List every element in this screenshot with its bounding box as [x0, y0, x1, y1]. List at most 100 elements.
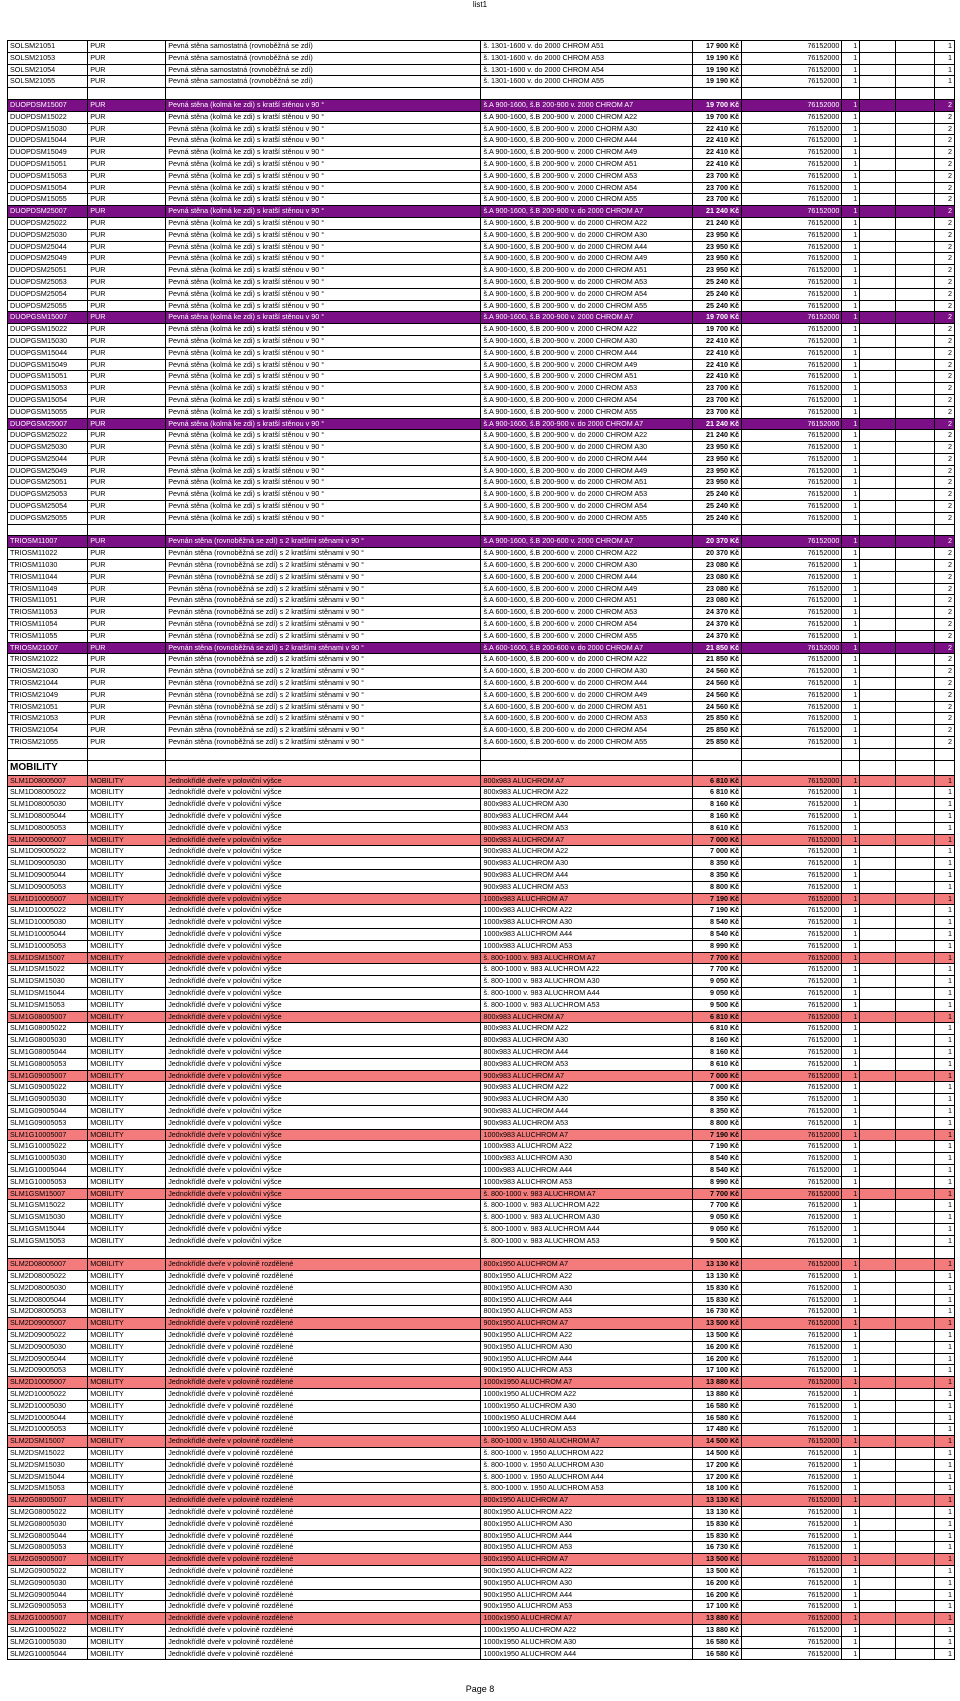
table-row: DUOPDSM25049 PUR Pevná stěna (kolmá ke zdi… [6, 252, 956, 266]
empty-cell [859, 157, 896, 171]
empty-cell [894, 798, 935, 811]
empty-cell [894, 939, 935, 953]
empty-cell [894, 500, 935, 513]
customs-code-cell: 76152000 [741, 122, 843, 136]
empty-cell [894, 857, 935, 870]
price-cell: 16 580 Kč [692, 1647, 743, 1661]
empty-cell [87, 87, 167, 100]
dimensions-cell: š.A 900-1600, š.B 200-600 v. 2000 CHROM … [480, 535, 694, 549]
empty-cell [859, 1187, 896, 1201]
table-row: TRIOSM21055 PUR Pevnán stěna (rovnoběžná s… [6, 736, 956, 749]
table-row: DUOPDSM25007 PUR Pevná stěna (kolmá ke zdi… [6, 205, 956, 218]
customs-code-cell: 76152000 [741, 677, 843, 690]
dimensions-cell: š. 800-1000 v. 983 ALUCHROM A7 [480, 1187, 694, 1201]
quantity-cell: 1 [841, 963, 861, 977]
customs-code-cell: 76152000 [741, 1399, 843, 1413]
empty-cell [6, 523, 89, 537]
empty-cell [859, 205, 896, 218]
product-group-cell: MOBILITY [87, 1399, 167, 1413]
product-group-cell: MOBILITY [87, 1458, 167, 1472]
dimensions-cell: š.A 600-1600, š.B 200-600 v. 2000 CHROM … [480, 594, 694, 608]
package-count-cell: 1 [933, 1057, 956, 1071]
product-code-cell: DUOPGSM15022 [6, 323, 89, 336]
table-row: DUOPGSM25054 PUR Pevná stěna (kolmá ke zdi… [6, 500, 956, 513]
section-heading: MOBILITY [6, 759, 89, 776]
product-code-cell: SLM1G08005044 [6, 1045, 89, 1059]
quantity-cell: 1 [841, 1435, 861, 1449]
customs-code-cell: 76152000 [741, 1588, 843, 1602]
empty-cell [841, 523, 861, 537]
dimensions-cell: š.A 900-1600, š.B 200-900 v. 2000 CHROM … [480, 358, 694, 372]
product-group-cell: PUR [87, 677, 167, 690]
product-group-cell: PUR [87, 134, 167, 148]
empty-cell [859, 181, 896, 195]
quantity-cell: 1 [841, 1399, 861, 1413]
empty-cell [859, 1600, 896, 1614]
price-cell: 22 410 Kč [692, 122, 743, 136]
table-row: SLM2D09005030 MOBILITY Jednokřídlé dveře v… [6, 1340, 956, 1354]
dimensions-cell: š.A 900-1600, š.B 200-900 v. 2000 CHROM … [480, 110, 694, 124]
dimensions-cell: 800x1950 ALUCHROM A22 [480, 1506, 694, 1519]
quantity-cell: 1 [841, 1470, 861, 1484]
table-row: DUOPDSM25030 PUR Pevná stěna (kolmá ke zdi… [6, 228, 956, 242]
customs-code-cell: 76152000 [741, 774, 843, 788]
dimensions-cell: š. 800-1000 v. 1950 ALUCHROM A53 [480, 1482, 694, 1496]
package-count-cell: 2 [933, 653, 956, 667]
package-count-cell: 2 [933, 712, 956, 726]
package-count-cell: 2 [933, 677, 956, 690]
package-count-cell: 1 [933, 1128, 956, 1142]
customs-code-cell: 76152000 [741, 1647, 843, 1661]
description-cell: Jednokřídlé dveře v poloviční výšce [165, 904, 482, 918]
product-group-cell: PUR [87, 688, 167, 702]
empty-cell [859, 747, 896, 761]
dimensions-cell: 1000x983 ALUCHROM A30 [480, 916, 694, 929]
description-cell: Jednokřídlé dveře v poloviční výšce [165, 975, 482, 988]
dimensions-cell: š.A 900-1600, š.B 200-900 v. do 2000 CHR… [480, 299, 694, 313]
empty-cell [480, 759, 694, 776]
description-cell: Pevná stěna (kolmá ke zdi) s kratší stěn… [165, 405, 482, 419]
empty-cell [859, 629, 896, 643]
empty-cell [894, 582, 935, 596]
empty-cell [859, 594, 896, 608]
table-row: SLM1G08005053 MOBILITY Jednokřídlé dveře v… [6, 1057, 956, 1071]
dimensions-cell: 800x983 ALUCHROM A53 [480, 821, 694, 835]
dimensions-cell: š.A 900-1600, š.B 200-900 v. do 2000 CHR… [480, 417, 694, 431]
price-cell: 13 130 Kč [692, 1270, 743, 1283]
package-count-cell: 1 [933, 1635, 956, 1649]
dimensions-cell: š. 800-1000 v. 983 ALUCHROM A30 [480, 975, 694, 988]
product-code-cell: TRIOSM11054 [6, 618, 89, 631]
empty-cell [859, 998, 896, 1012]
empty-cell [859, 845, 896, 859]
customs-code-cell: 76152000 [741, 1612, 843, 1625]
empty-cell [692, 523, 743, 537]
table-row: TRIOSM21044 PUR Pevnán stěna (rovnoběžná s… [6, 677, 956, 690]
customs-code-cell: 76152000 [741, 1010, 843, 1024]
table-row: SLM1G09005044 MOBILITY Jednokřídlé dveře v… [6, 1104, 956, 1118]
product-code-cell: SLM1D09005007 [6, 833, 89, 847]
empty-cell [894, 1340, 935, 1354]
customs-code-cell: 76152000 [741, 1517, 843, 1531]
dimensions-cell: š.A 900-1600, š.B 200-900 v. do 2000 CHR… [480, 275, 694, 289]
quantity-cell: 1 [841, 1352, 861, 1366]
table-row: DUOPDSM25055 PUR Pevná stěna (kolmá ke zdi… [6, 299, 956, 313]
dimensions-cell: 900x1950 ALUCHROM A22 [480, 1565, 694, 1578]
price-cell: 13 500 Kč [692, 1317, 743, 1331]
table-row: DUOPGSM15053 PUR Pevná stěna (kolmá ke zdi… [6, 382, 956, 395]
empty-cell [859, 1317, 896, 1331]
price-cell: 17 200 Kč [692, 1458, 743, 1472]
description-cell: Jednokřídlé dveře v polovině rozdělené [165, 1470, 482, 1484]
customs-code-cell: 76152000 [741, 986, 843, 1000]
product-group-cell: PUR [87, 665, 167, 679]
package-count-cell: 1 [933, 1187, 956, 1201]
price-cell: 23 700 Kč [692, 382, 743, 395]
quantity-cell: 1 [841, 786, 861, 800]
dimensions-cell: š. 800-1000 v. 983 ALUCHROM A44 [480, 1222, 694, 1236]
package-count-cell: 2 [933, 323, 956, 336]
quantity-cell: 1 [841, 405, 861, 419]
table-row: SLM1GSM15044 MOBILITY Jednokřídlé dveře v … [6, 1222, 956, 1236]
product-code-cell: SLM2D09005022 [6, 1329, 89, 1342]
empty-cell [894, 417, 935, 431]
quantity-cell: 1 [841, 1635, 861, 1649]
description-cell: Pevná stěna (kolmá ke zdi) s kratší stěn… [165, 346, 482, 360]
description-cell: Pevnán stěna (rovnoběžná se zdí) s 2 kra… [165, 606, 482, 620]
